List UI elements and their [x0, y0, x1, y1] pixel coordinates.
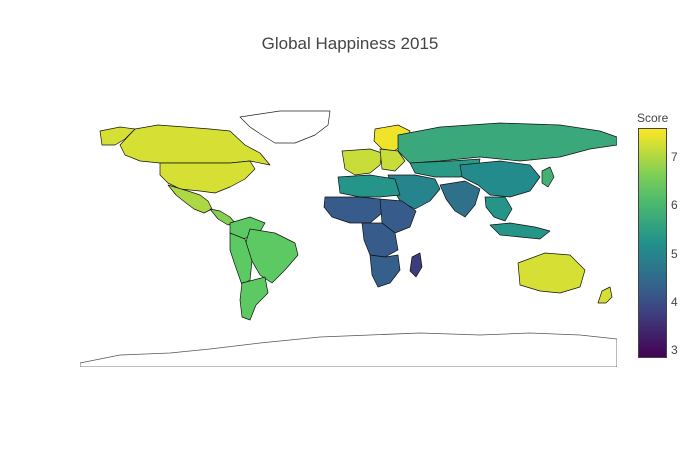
colorbar-tick-6: 6 [671, 198, 678, 213]
region-mexico[interactable] [167, 184, 213, 214]
region-new-zealand[interactable] [597, 286, 613, 304]
region-russia[interactable] [397, 122, 617, 164]
region-north-africa[interactable] [337, 174, 401, 198]
region-western-europe[interactable] [341, 148, 383, 176]
colorbar-gradient [638, 128, 667, 358]
world-map[interactable] [80, 105, 617, 367]
region-indonesia[interactable] [489, 222, 551, 240]
region-japan[interactable] [541, 166, 555, 188]
colorbar-tick-4: 4 [671, 294, 678, 309]
region-united-states[interactable] [159, 160, 256, 194]
region-brazil[interactable] [244, 228, 299, 284]
region-madagascar[interactable] [409, 252, 423, 278]
region-central-africa[interactable] [361, 222, 399, 258]
colorbar-tick-3: 3 [671, 343, 678, 358]
region-eastern-europe[interactable] [379, 148, 406, 172]
region-greenland[interactable] [239, 110, 331, 144]
region-west-africa[interactable] [323, 196, 383, 224]
region-southeast-asia[interactable] [484, 196, 513, 222]
colorbar-tick-7: 7 [671, 149, 678, 164]
colorbar-tick-5: 5 [671, 246, 678, 261]
region-canada[interactable] [119, 124, 271, 166]
region-southern-cone[interactable] [239, 276, 269, 321]
chart-title: Global Happiness 2015 [261, 34, 439, 53]
region-australia[interactable] [517, 252, 586, 294]
region-alaska[interactable] [99, 126, 136, 146]
region-antarctica [80, 332, 617, 367]
colorbar-title: Score [637, 111, 669, 125]
region-southern-africa[interactable] [369, 254, 401, 288]
region-china[interactable] [459, 160, 541, 198]
region-south-asia[interactable] [439, 180, 481, 218]
